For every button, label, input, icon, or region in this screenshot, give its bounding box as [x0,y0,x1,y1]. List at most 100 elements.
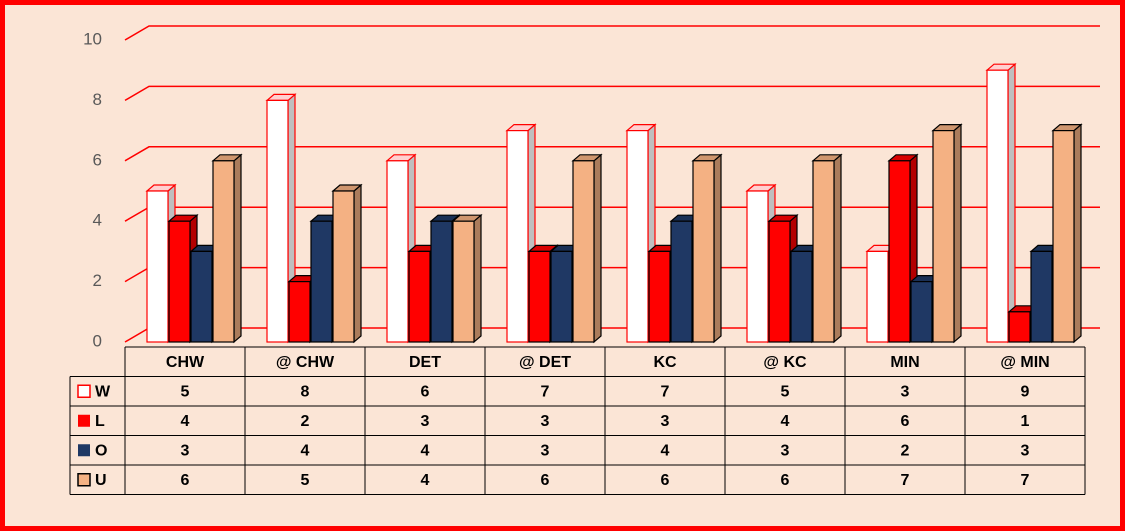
bar-front [888,160,911,343]
bar-side [953,123,962,344]
bar-front [386,160,409,343]
x-tick-label: MIN [890,354,919,371]
bar [331,183,363,344]
grid-line [124,85,1100,102]
y-tick-label: 6 [93,150,102,169]
bar-front [790,250,813,343]
bar-front [692,160,715,343]
bar-side [593,153,602,344]
x-tick-label: CHW [166,354,205,371]
table-value: 6 [661,472,670,489]
bar [985,62,1017,344]
bar-front [266,99,289,343]
table-value: 3 [421,413,430,430]
legend-key [77,384,91,398]
y-tick-label: 8 [93,90,102,109]
table-value: 3 [541,413,550,430]
table-value: 4 [661,442,670,459]
bar [211,153,243,344]
legend-label: O [95,442,107,459]
table-value: 2 [901,442,910,459]
bar-front [932,130,955,343]
bar-front [212,160,235,343]
bar-side [1073,123,1082,344]
bar-side [353,183,362,344]
grid-line [124,146,1100,162]
x-tick-label: DET [409,354,441,371]
bar-front [768,220,791,343]
y-tick-label: 0 [93,331,102,350]
y-tick-label: 2 [93,271,102,290]
table-value: 4 [421,442,430,459]
bar [811,153,843,344]
table-value: 6 [181,472,190,489]
table-value: 4 [301,442,310,459]
x-tick-label: @ MIN [1000,354,1049,371]
bar-front [670,220,693,343]
table-value: 7 [901,472,910,489]
bar [691,153,723,344]
table-value: 3 [181,442,190,459]
table-value: 7 [1021,472,1030,489]
y-tick-label: 10 [83,29,102,48]
bar-front [452,220,475,343]
x-tick-label: @ CHW [276,354,335,371]
legend-key [78,414,90,427]
bar-side [1007,62,1016,344]
bar-front [168,220,191,343]
table-value: 9 [1021,383,1030,400]
table-value: 6 [421,383,430,400]
table-value: 8 [301,383,310,400]
bar-front [1052,130,1075,343]
table-value: 4 [421,472,430,489]
table-value: 5 [181,383,190,400]
table-value: 3 [1021,442,1030,459]
bar-front [190,250,213,343]
bar-front [528,250,551,343]
table-value: 6 [781,472,790,489]
bar-side [233,153,242,344]
bar-front [648,250,671,343]
bar-front [572,160,595,343]
legend-key [77,473,91,487]
x-tick-label: KC [653,354,677,371]
table-value: 7 [661,383,670,400]
table-value: 4 [781,413,790,430]
x-tick-label: @ KC [763,354,807,371]
bar-front [812,160,835,343]
bar-front [146,190,169,343]
bar-front [288,281,311,343]
grid-line [124,25,1100,41]
table-value: 7 [541,383,550,400]
legend-label: L [95,413,105,430]
x-tick-label: @ DET [519,354,571,371]
bar-front [430,220,453,343]
bar-front [310,220,333,343]
table-value: 3 [781,442,790,459]
table-value: 5 [301,472,310,489]
table-value: 3 [541,442,550,459]
bar [571,153,603,344]
bar-front [626,130,649,343]
bar-front [746,190,769,343]
table-value: 2 [301,413,310,430]
legend-label: U [95,472,107,489]
bar-front [986,69,1009,343]
bar-side [833,153,842,344]
table-value: 5 [781,383,790,400]
bar-front [408,250,431,343]
y-tick-label: 4 [93,211,102,230]
bar [1051,123,1083,344]
table-value: 4 [181,413,190,430]
bar-front [506,130,529,343]
table-value: 3 [901,383,910,400]
legend-label: W [95,383,111,400]
table-value: 1 [1021,413,1030,430]
bar-front [866,250,889,343]
table-value: 3 [661,413,670,430]
bar-side [473,213,482,344]
table-value: 6 [901,413,910,430]
bar-front [910,281,933,343]
bar-front [1008,311,1031,343]
